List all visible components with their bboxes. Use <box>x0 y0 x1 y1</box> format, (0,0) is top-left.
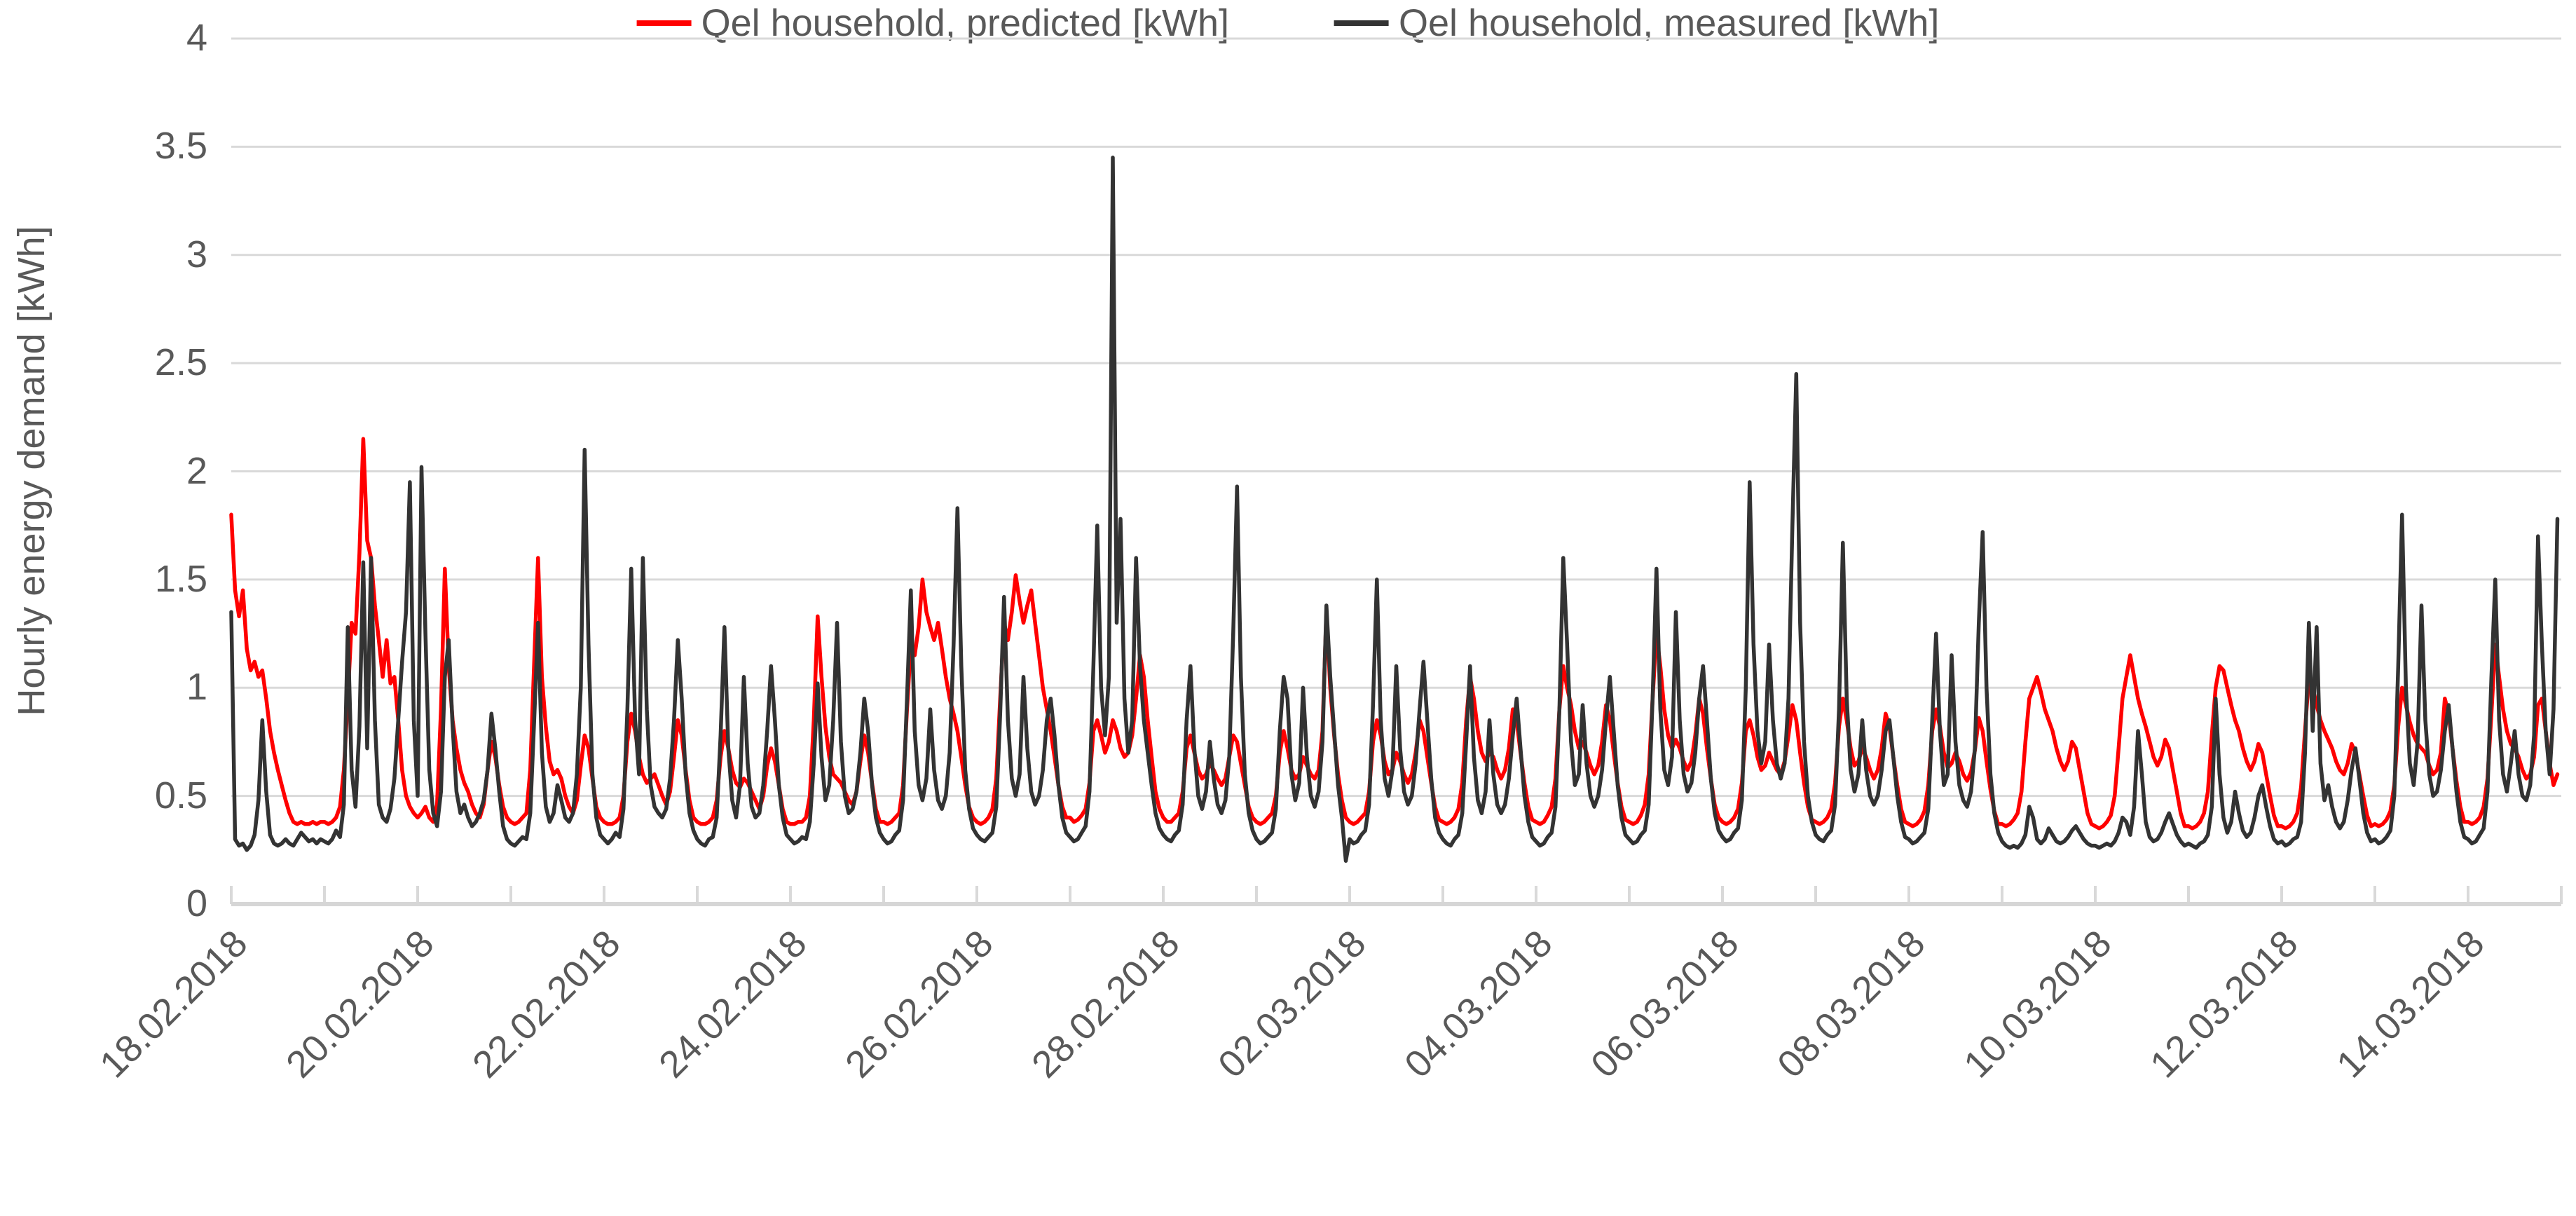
series-line-measured <box>229 156 2560 863</box>
y-tick-label: 2.5 <box>154 341 207 384</box>
legend-label-measured: Qel household, measured [kWh] <box>1399 2 1940 44</box>
legend-item-measured: Qel household, measured [kWh] <box>1334 4 1939 42</box>
y-tick-label: 1.5 <box>154 557 207 600</box>
predicted-line-swatch-icon <box>636 20 692 26</box>
y-tick-label: 3 <box>186 233 207 275</box>
measured-line-swatch-icon <box>1334 20 1390 26</box>
y-tick-label: 3.5 <box>154 125 207 168</box>
y-tick-label: 4 <box>186 17 207 59</box>
y-tick-label: 2 <box>186 449 207 492</box>
y-tick-label: 0.5 <box>154 774 207 817</box>
y-tick-label: 1 <box>186 666 207 709</box>
y-tick-label: 0 <box>186 882 207 924</box>
legend-label-predicted: Qel household, predicted [kWh] <box>701 2 1230 44</box>
legend-item-predicted: Qel household, predicted [kWh] <box>636 2 1230 44</box>
chart-legend: Qel household, predicted [kWh] Qel house… <box>636 2 1939 44</box>
